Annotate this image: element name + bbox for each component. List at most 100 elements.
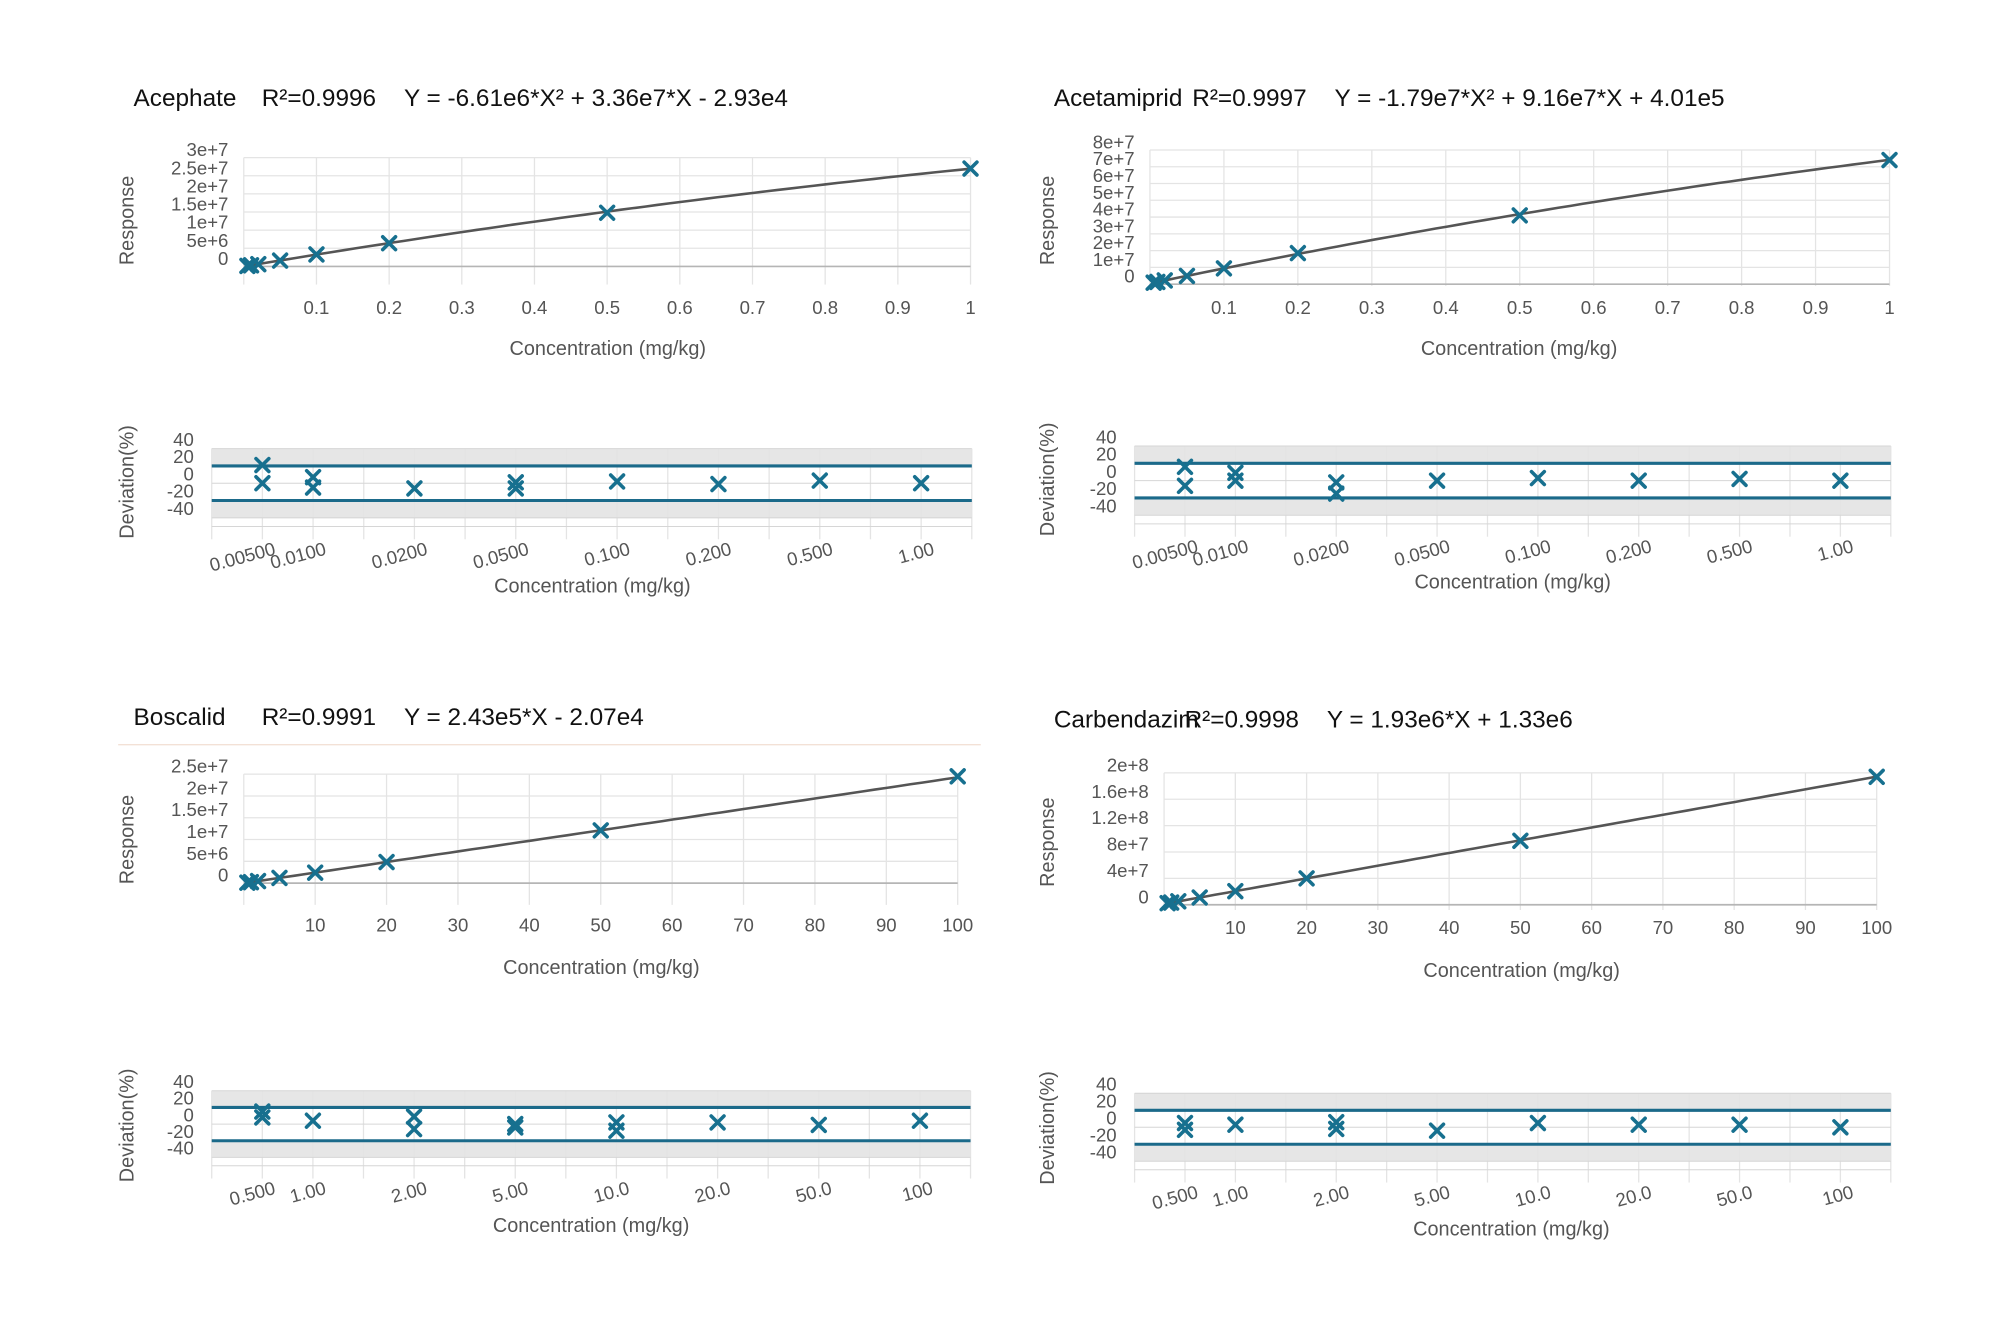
y-tick-label: 0 — [1106, 461, 1116, 482]
x-tick-label: 10 — [1225, 917, 1246, 938]
deviation-point — [709, 1114, 726, 1131]
x-tick-label: 20.0 — [1613, 1181, 1653, 1211]
x-tick-label: 100 — [942, 915, 973, 936]
deviation-point — [608, 473, 626, 490]
y-tick-label: 40 — [1096, 426, 1117, 447]
y-axis-label: Deviation(%) — [117, 1069, 139, 1183]
calibration-point — [378, 853, 395, 871]
calibration-point — [1215, 260, 1233, 277]
r-squared: R²=0.9991 — [262, 704, 376, 731]
deviation-point — [1328, 485, 1345, 502]
x-tick-label: 0.6 — [1581, 297, 1607, 318]
y-tick-label: 3e+7 — [1093, 215, 1135, 236]
x-tick-label: 20 — [376, 915, 397, 936]
compound-name: Acephate — [134, 85, 237, 112]
deviation-point — [507, 480, 524, 497]
deviation-point — [1227, 472, 1244, 489]
calibration-point — [271, 252, 289, 269]
x-tick-label: 0.100 — [582, 538, 632, 570]
y-tick-label: 20 — [1096, 444, 1117, 465]
x-tick-label: 20 — [1296, 917, 1317, 938]
deviation-point — [254, 1103, 271, 1120]
y-tick-label: 20 — [173, 1088, 194, 1109]
x-tick-label: 0.00500 — [1130, 535, 1200, 573]
calibration-point — [1868, 768, 1885, 786]
x-tick-label: 1.00 — [1815, 535, 1855, 565]
deviation-point — [1328, 474, 1345, 491]
x-tick-label: 0.6 — [667, 297, 693, 318]
deviation-point — [1832, 1119, 1849, 1136]
panel-title: Acephate R²=0.9996 Y = -6.61e6*X² + 3.36e7… — [134, 85, 788, 112]
x-tick-label: 1.00 — [896, 538, 936, 568]
compound-name: Acetamiprid — [1054, 85, 1183, 112]
y-tick-label: 2e+7 — [187, 175, 229, 196]
y-tick-label: 0 — [183, 1104, 193, 1125]
deviation-point — [406, 480, 423, 497]
y-tick-label: -20 — [1090, 478, 1117, 499]
x-tick-label: 0.500 — [1704, 535, 1754, 567]
y-tick-label: -40 — [1090, 1141, 1117, 1162]
x-axis-label: Concentration (mg/kg) — [1413, 1219, 1609, 1241]
panel-acephate: Acephate R²=0.9996 Y = -6.61e6*X² + 3.36e7… — [117, 85, 979, 597]
x-tick-label: 0.4 — [1433, 297, 1459, 318]
x-tick-label: 10.0 — [1513, 1181, 1553, 1211]
upper-tolerance-band — [211, 1090, 971, 1108]
fit-equation: Y = 1.93e6*X + 1.33e6 — [1327, 707, 1573, 734]
y-tick-label: -40 — [1090, 495, 1117, 516]
calibration-plot: 0.1 0.2 0.3 0.4 0.5 0.6 0.7 0.8 0.9 1 01e+72e+73e+… — [1037, 131, 1898, 360]
compound-name: Boscalid — [134, 704, 226, 731]
x-tick-label: 0.9 — [1803, 297, 1829, 318]
lower-tolerance-band — [1134, 1144, 1891, 1162]
x-tick-label: 90 — [1795, 917, 1816, 938]
x-axis-label: Concentration (mg/kg) — [510, 338, 706, 360]
y-tick-label: 2e+7 — [1093, 232, 1135, 253]
x-tick-label: 0.0200 — [369, 538, 429, 573]
deviation-point — [1630, 1116, 1647, 1133]
deviation-point — [507, 1119, 524, 1136]
x-tick-label: 0.0500 — [1392, 535, 1452, 570]
x-tick-label: 0.0200 — [1291, 535, 1351, 570]
y-tick-label: 1e+7 — [187, 821, 229, 842]
x-tick-label: 0.1 — [304, 297, 330, 318]
deviation-point — [1227, 1116, 1244, 1133]
x-tick-label: 0.2 — [1285, 297, 1311, 318]
deviation-point — [912, 475, 930, 492]
lower-tolerance-band — [211, 1140, 971, 1158]
x-tick-label: 2.00 — [1311, 1181, 1351, 1211]
upper-tolerance-band — [1134, 446, 1891, 464]
x-tick-label: 1 — [965, 297, 975, 318]
deviation-point — [304, 1112, 322, 1129]
x-axis-label: Concentration (mg/kg) — [1423, 960, 1619, 982]
y-axis-label: Response — [1037, 797, 1059, 886]
deviation-point — [1832, 472, 1849, 489]
x-tick-label: 70 — [733, 915, 754, 936]
y-tick-label: 5e+7 — [1093, 182, 1135, 203]
deviation-point — [1428, 1122, 1446, 1139]
r-squared: R²=0.9996 — [262, 85, 376, 112]
x-tick-label: 0.0500 — [471, 538, 531, 573]
x-tick-label: 0.5 — [594, 297, 620, 318]
calibration-point — [1511, 207, 1528, 224]
calibration-point — [308, 246, 325, 263]
panel-title: Acetamiprid R²=0.9997 Y = -1.79e7*X² + 9.1… — [1054, 85, 1725, 112]
x-tick-label: 30 — [448, 915, 469, 936]
deviation-point — [911, 1112, 929, 1129]
lower-tolerance-band — [211, 500, 972, 518]
calibration-point — [271, 869, 288, 887]
y-tick-label: 1e+7 — [1093, 249, 1135, 270]
x-tick-label: 80 — [1724, 917, 1745, 938]
x-tick-label: 40 — [519, 915, 540, 936]
calibration-point — [306, 864, 324, 881]
x-tick-label: 5.00 — [1412, 1181, 1452, 1211]
deviation-point — [405, 1108, 423, 1125]
x-tick-label: 0.500 — [1150, 1181, 1200, 1213]
x-tick-label: 0.8 — [1729, 297, 1755, 318]
compound-name: Carbendazim — [1054, 707, 1199, 734]
y-tick-label: -20 — [167, 481, 194, 502]
deviation-point — [1731, 470, 1748, 488]
x-tick-label: 90 — [876, 915, 897, 936]
deviation-point — [254, 475, 271, 492]
y-tick-label: 5e+6 — [187, 230, 229, 251]
y-tick-label: 2e+8 — [1107, 754, 1149, 775]
